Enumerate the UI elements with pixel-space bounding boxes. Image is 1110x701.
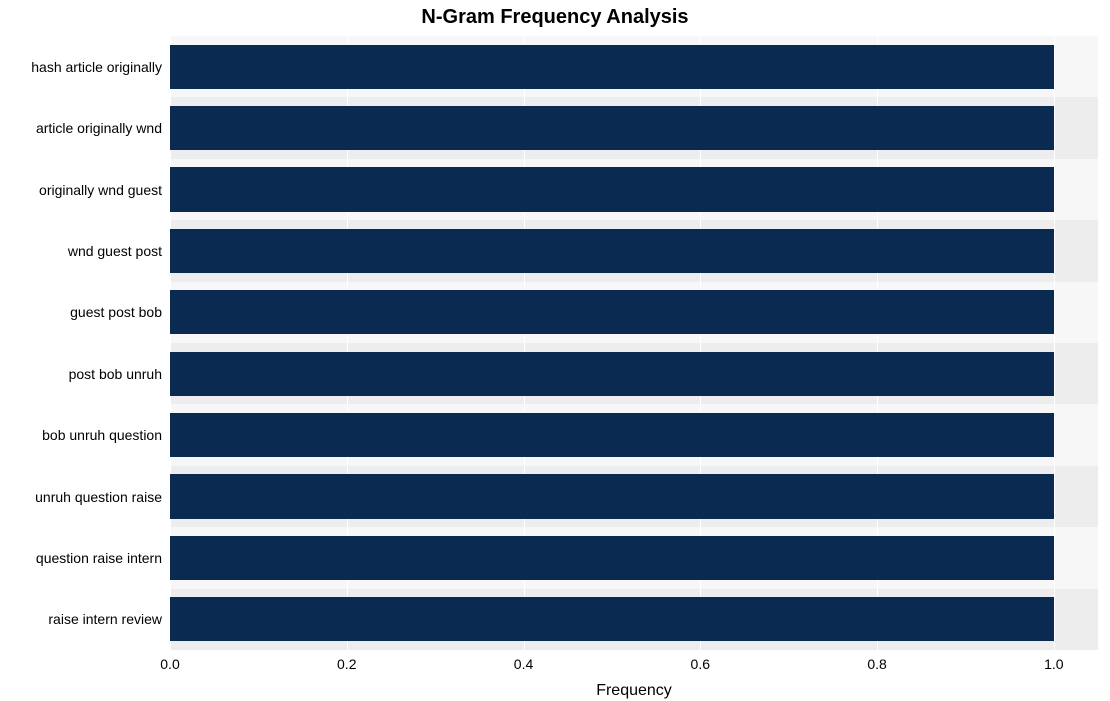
y-tick-label: originally wnd guest xyxy=(39,182,170,198)
x-tick-label: 0.6 xyxy=(691,650,710,672)
bar xyxy=(170,290,1054,334)
bar xyxy=(170,45,1054,89)
x-tick-label: 0.8 xyxy=(867,650,886,672)
bar xyxy=(170,474,1054,518)
x-gridline xyxy=(1054,36,1055,650)
bar xyxy=(170,597,1054,641)
x-tick-label: 1.0 xyxy=(1044,650,1063,672)
x-tick-label: 0.2 xyxy=(337,650,356,672)
y-tick-label: unruh question raise xyxy=(35,489,170,505)
bar xyxy=(170,413,1054,457)
y-tick-label: post bob unruh xyxy=(69,366,170,382)
bar xyxy=(170,167,1054,211)
y-tick-label: hash article originally xyxy=(31,59,170,75)
x-tick-label: 0.4 xyxy=(514,650,533,672)
bar xyxy=(170,536,1054,580)
bar xyxy=(170,106,1054,150)
x-axis-label: Frequency xyxy=(170,682,1098,700)
y-tick-label: question raise intern xyxy=(36,550,170,566)
y-tick-label: wnd guest post xyxy=(68,243,170,259)
y-tick-label: bob unruh question xyxy=(42,427,170,443)
chart-title: N-Gram Frequency Analysis xyxy=(0,6,1110,29)
y-tick-label: guest post bob xyxy=(70,304,170,320)
y-tick-label: raise intern review xyxy=(48,611,170,627)
x-tick-label: 0.0 xyxy=(160,650,179,672)
bar xyxy=(170,352,1054,396)
ngram-chart: N-Gram Frequency Analysis hash article o… xyxy=(0,0,1110,701)
y-tick-label: article originally wnd xyxy=(36,120,170,136)
bar xyxy=(170,229,1054,273)
plot-area: hash article originallyarticle originall… xyxy=(170,36,1098,650)
